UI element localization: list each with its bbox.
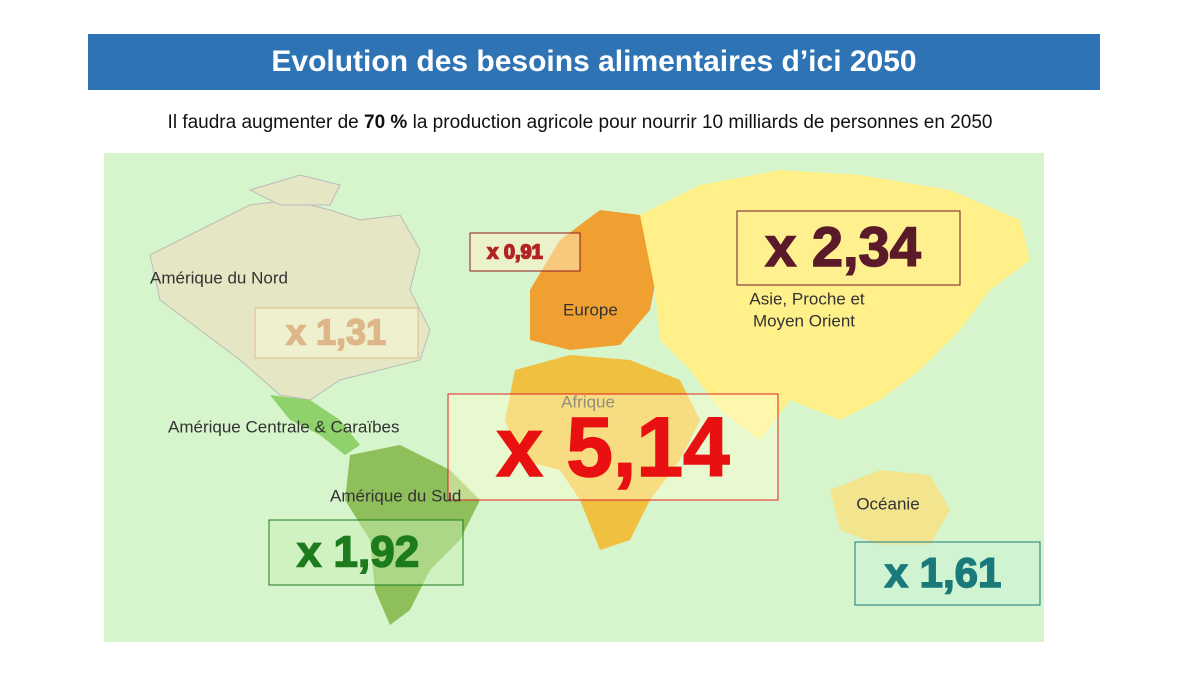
multiplier-box	[254, 307, 419, 359]
central-america	[270, 395, 360, 455]
multiplier-box	[736, 210, 961, 286]
multiplier-box	[447, 393, 779, 501]
multiplier-box	[268, 519, 464, 586]
region-label: Amérique Centrale & Caraïbes	[168, 417, 400, 436]
title: Evolution des besoins alimentaires d’ici…	[271, 45, 916, 78]
multiplier: x 5,14	[496, 400, 730, 494]
multiplier: x 2,34	[765, 215, 921, 278]
subtitle-text: la production agricole pour nourrir 10 m…	[407, 112, 992, 133]
region-label: Afrique	[561, 392, 615, 411]
region-label: Océanie	[856, 494, 919, 513]
multiplier: x 1,31	[286, 312, 386, 353]
subtitle-text: Il faudra augmenter de	[168, 112, 364, 133]
region-label: Amérique du Nord	[150, 268, 288, 287]
multiplier: x 1,61	[885, 549, 1002, 596]
region-label: Europe	[563, 300, 618, 319]
multiplier: x 1,92	[297, 528, 419, 577]
region-label: Moyen Orient	[753, 311, 855, 330]
multiplier: x 0,91	[487, 241, 543, 263]
title-bar	[88, 34, 1100, 90]
multiplier-box	[854, 541, 1041, 606]
oceania	[830, 470, 950, 545]
region-label: Asie, Proche et	[749, 289, 865, 308]
subtitle-highlight: 70 %	[364, 112, 407, 133]
africa	[505, 355, 700, 550]
arctic-islands	[248, 174, 341, 206]
subtitle: Il faudra augmenter de 70 % la productio…	[168, 112, 993, 133]
region-label: Amérique du Sud	[330, 486, 461, 505]
multiplier-box	[469, 232, 581, 272]
